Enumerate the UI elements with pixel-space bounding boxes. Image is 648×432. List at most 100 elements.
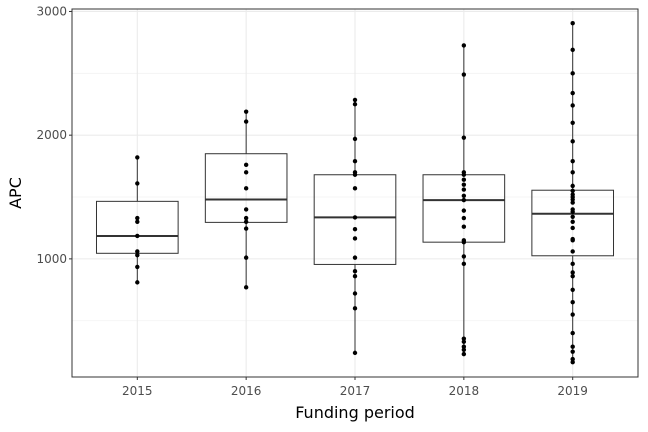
- data-point: [570, 71, 575, 76]
- data-point: [570, 207, 575, 212]
- data-point: [243, 162, 249, 168]
- x-axis-title: Funding period: [295, 403, 415, 422]
- data-point: [570, 47, 575, 53]
- data-point: [352, 306, 358, 311]
- data-point: [570, 170, 575, 175]
- data-point: [135, 215, 140, 221]
- y-tick-label: 1000: [36, 252, 67, 266]
- data-point: [243, 219, 249, 224]
- x-tick-label: 2015: [122, 384, 153, 398]
- data-point: [135, 155, 140, 160]
- data-point: [570, 183, 575, 189]
- data-point: [461, 170, 467, 175]
- data-point: [570, 312, 575, 317]
- data-point: [570, 344, 575, 349]
- data-point: [461, 336, 467, 341]
- data-point: [352, 136, 358, 142]
- data-point: [570, 219, 575, 224]
- data-point: [570, 188, 575, 194]
- data-point: [461, 344, 467, 349]
- data-point: [135, 219, 140, 224]
- data-point: [570, 356, 575, 362]
- data-point: [352, 170, 358, 175]
- data-point: [461, 197, 467, 203]
- data-point: [352, 158, 358, 164]
- data-point: [243, 255, 249, 260]
- data-point: [461, 43, 467, 48]
- data-point: [243, 285, 249, 290]
- x-tick-label: 2018: [449, 384, 480, 398]
- data-point: [570, 200, 575, 205]
- data-point: [243, 186, 249, 191]
- data-point: [570, 261, 575, 267]
- data-point: [461, 224, 467, 229]
- points-layer: [135, 21, 575, 365]
- data-point: [570, 139, 575, 144]
- data-point: [352, 236, 358, 241]
- data-point: [135, 181, 140, 186]
- data-point: [461, 208, 467, 213]
- data-point: [461, 182, 467, 187]
- data-point: [135, 280, 140, 285]
- data-point: [570, 120, 575, 126]
- axes-layer: 1000 2000 3000 2015 2016 2017 2018 2019: [36, 4, 588, 398]
- data-point: [461, 187, 467, 192]
- data-point: [461, 193, 467, 198]
- data-point: [243, 226, 249, 231]
- data-point: [352, 350, 358, 356]
- data-point: [352, 215, 358, 220]
- data-point: [352, 97, 358, 103]
- data-point: [570, 330, 575, 336]
- data-point: [570, 287, 575, 292]
- data-point: [352, 186, 358, 191]
- data-point: [461, 261, 467, 267]
- data-point: [352, 291, 358, 296]
- data-point: [243, 207, 249, 212]
- data-point: [135, 252, 140, 258]
- data-point: [135, 264, 140, 270]
- data-point: [243, 109, 249, 114]
- data-point: [461, 238, 467, 243]
- data-point: [461, 339, 467, 344]
- data-point: [461, 347, 467, 352]
- data-point: [461, 254, 467, 259]
- data-point: [570, 21, 575, 26]
- data-point: [352, 102, 358, 107]
- data-point: [570, 90, 575, 96]
- y-tick-label: 3000: [36, 4, 67, 18]
- y-tick-label: 2000: [36, 128, 67, 142]
- data-point: [570, 299, 575, 305]
- data-point: [570, 236, 575, 242]
- data-point: [461, 351, 467, 357]
- data-point: [570, 103, 575, 108]
- data-point: [352, 273, 358, 279]
- data-point: [352, 269, 358, 274]
- data-point: [461, 215, 467, 221]
- data-point: [570, 214, 575, 220]
- x-tick-label: 2017: [340, 384, 371, 398]
- data-point: [461, 135, 467, 140]
- data-point: [135, 249, 140, 254]
- data-point: [570, 270, 575, 275]
- y-axis-title: APC: [6, 177, 25, 209]
- x-tick-label: 2016: [231, 384, 262, 398]
- x-tick-label: 2019: [557, 384, 588, 398]
- data-point: [570, 273, 575, 279]
- data-point: [243, 215, 249, 221]
- data-point: [570, 192, 575, 197]
- data-point: [243, 119, 249, 124]
- data-point: [570, 249, 575, 254]
- data-point: [461, 72, 467, 77]
- data-point: [135, 233, 140, 239]
- data-point: [570, 359, 575, 365]
- data-point: [570, 349, 575, 354]
- box-iqr: [95, 200, 179, 254]
- data-point: [352, 255, 358, 260]
- data-point: [570, 225, 575, 231]
- data-point: [243, 170, 249, 175]
- data-point: [461, 177, 467, 182]
- data-point: [352, 226, 358, 232]
- data-point: [570, 158, 575, 164]
